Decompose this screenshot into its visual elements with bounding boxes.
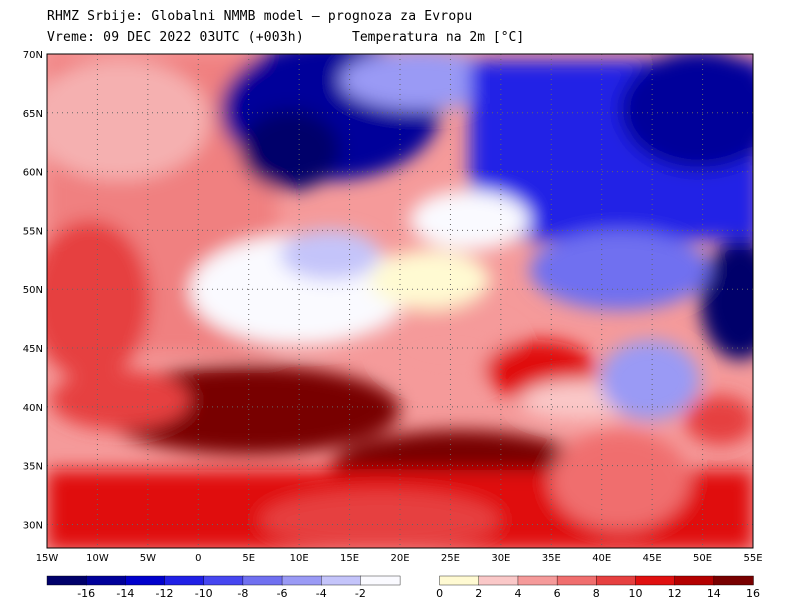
colorbar-label: 0 xyxy=(436,587,443,600)
colorbar-label: -4 xyxy=(316,587,327,600)
colorbar-label: 2 xyxy=(475,587,482,600)
colorbar-label: 4 xyxy=(514,587,521,600)
colorbar-swatch xyxy=(439,575,480,586)
lon-tick-label: 5W xyxy=(140,553,156,564)
colorbar-swatch xyxy=(164,575,205,586)
colorbar-label: 12 xyxy=(668,587,682,600)
lon-tick-label: 40E xyxy=(592,553,611,564)
lon-tick-label: 30E xyxy=(491,553,510,564)
colorbar-swatch xyxy=(46,575,87,586)
lon-tick-label: 0 xyxy=(195,553,201,564)
lat-tick-label: 65N xyxy=(23,109,43,120)
colorbar-label: -2 xyxy=(355,587,366,600)
colorbar-swatch xyxy=(360,575,401,586)
lat-tick-label: 60N xyxy=(23,168,43,179)
lon-tick-label: 50E xyxy=(693,553,712,564)
colorbar-swatch xyxy=(635,575,676,586)
lat-tick-label: 50N xyxy=(23,285,43,296)
colorbar-swatch xyxy=(85,575,127,586)
colorbar-label: -12 xyxy=(156,587,174,600)
colorbar-label: 6 xyxy=(554,587,561,600)
lon-tick-label: 35E xyxy=(542,553,561,564)
lon-tick-label: 5E xyxy=(242,553,255,564)
forecast-time: Vreme: 09 DEC 2022 03UTC (+003h) xyxy=(47,30,304,45)
colorbar-swatch xyxy=(556,575,597,586)
lon-tick-label: 45E xyxy=(643,553,662,564)
colorbar-swatch xyxy=(242,575,283,586)
colorbar-swatch xyxy=(321,575,362,586)
lon-tick-label: 10E xyxy=(290,553,309,564)
colorbar-label: -16 xyxy=(77,587,95,600)
colorbar-swatch xyxy=(281,575,322,586)
lon-tick-label: 15W xyxy=(36,553,59,564)
lat-tick-label: 40N xyxy=(23,403,43,414)
colorbar-label: -10 xyxy=(195,587,213,600)
colorbar-swatch xyxy=(517,575,558,586)
colorbar-label: -6 xyxy=(277,587,288,600)
lat-tick-label: 55N xyxy=(23,226,43,237)
axis-ticks: 15W 10W 5W 0 5E 10E 15E 20E 25E 30E 35E 40E 45E 50E 55… xyxy=(23,50,763,564)
colorbar: -16 -14 -12 -10 -8 -6 -4 -2 0 2 4 6 8 10 12 14 16 xyxy=(46,575,760,600)
temperature-field xyxy=(47,54,753,548)
colorbar-label: 8 xyxy=(593,587,600,600)
colorbar-swatch xyxy=(713,575,754,586)
colorbar-swatch xyxy=(674,575,715,586)
map-frame xyxy=(46,53,754,549)
colorbar-swatch xyxy=(125,575,166,586)
lat-tick-label: 45N xyxy=(23,344,43,355)
colorbar-label: -14 xyxy=(116,587,134,600)
lon-tick-label: 55E xyxy=(743,553,762,564)
colorbar-label: 16 xyxy=(746,587,760,600)
colorbar-label: 10 xyxy=(628,587,642,600)
colorbar-label: 14 xyxy=(707,587,721,600)
colorbar-swatch xyxy=(203,575,244,586)
lon-tick-label: 20E xyxy=(390,553,409,564)
colorbar-swatch xyxy=(478,575,519,586)
map-title: RHMZ Srbije: Globalni NMMB model — progn… xyxy=(47,9,473,24)
colorbar-swatch xyxy=(596,575,637,586)
lat-tick-label: 30N xyxy=(23,520,43,531)
lon-tick-label: 25E xyxy=(441,553,460,564)
lon-tick-label: 15E xyxy=(340,553,359,564)
lat-tick-label: 70N xyxy=(23,50,43,61)
lat-tick-label: 35N xyxy=(23,462,43,473)
colorbar-label: -8 xyxy=(237,587,248,600)
lon-tick-label: 10W xyxy=(86,553,109,564)
field-name: Temperatura na 2m [°C] xyxy=(352,30,525,45)
